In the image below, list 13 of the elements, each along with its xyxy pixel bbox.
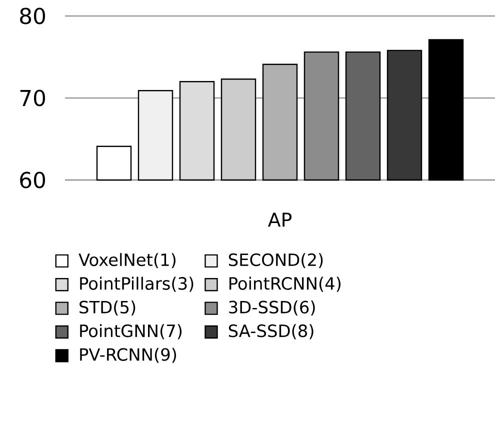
legend-label: PV-RCNN(9)	[80, 348, 176, 363]
legend-label: VoxelNet(1)	[78, 253, 176, 268]
legend-label: STD(5)	[80, 300, 136, 316]
y-tick-label: 70	[20, 90, 46, 106]
y-tick-label: 60	[20, 172, 46, 188]
legend-label: 3D-SSD(6)	[229, 300, 315, 316]
legend-label: SA-SSD(8)	[228, 324, 314, 340]
legend-label: PointRCNN(4)	[229, 276, 341, 292]
y-tick-label: 80	[20, 8, 46, 24]
legend-label: SECOND(2)	[228, 253, 323, 268]
legend-label: PointGNN(7)	[80, 324, 182, 340]
x-tick-label: AP	[268, 212, 292, 227]
legend-label: PointPillars(3)	[80, 276, 194, 292]
